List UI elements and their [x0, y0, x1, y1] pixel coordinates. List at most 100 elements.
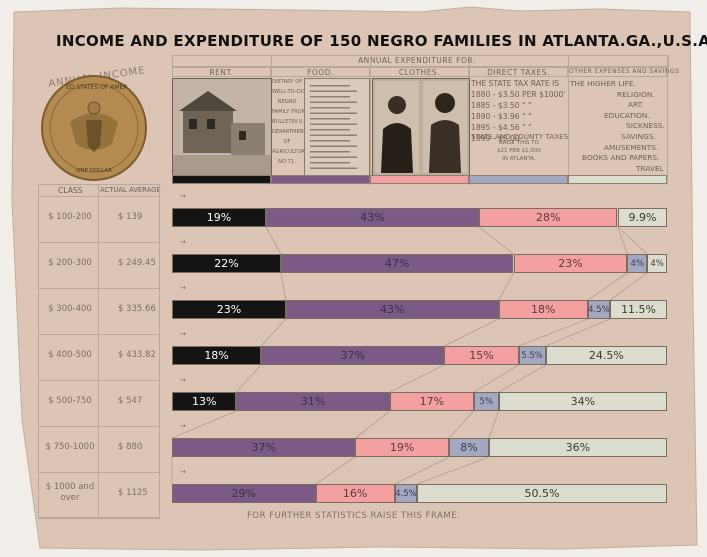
average-income-label: $ 433.82: [118, 350, 156, 360]
bar-segment: 4%: [627, 254, 648, 273]
bar-value-label: 18%: [531, 303, 556, 316]
column-header-cell: DIRECT TAXES.: [469, 66, 568, 77]
column-header-cell: OTHER EXPENSES AND SAVINGS: [568, 66, 680, 77]
average-income-label: $ 335.66: [118, 304, 156, 314]
document-text-line: [310, 140, 350, 142]
average-income-label: $ 249.45: [118, 258, 156, 268]
class-range-label: $ 100-200: [48, 212, 92, 222]
key-swatch-rent: [172, 175, 271, 184]
bar-value-label: 11.5%: [621, 303, 657, 316]
other-expense-line: RELIGION.: [617, 89, 655, 99]
bar-value-label: 9.9%: [628, 211, 657, 224]
column-header-label: DIRECT TAXES.: [487, 68, 550, 77]
bar-value-label: 31%: [300, 395, 326, 408]
connector-line: [518, 318, 588, 347]
class-table-rule: [38, 380, 160, 381]
bar-value-label: 8%: [460, 441, 478, 454]
class-range-label: $ 500-750: [48, 396, 92, 406]
average-income-label: $ 1125: [118, 488, 148, 498]
bar-value-label: 17%: [419, 395, 445, 408]
connector-lines: [171, 226, 648, 485]
connector-line: [478, 226, 514, 255]
column-header-label: RENT.: [209, 68, 234, 77]
bar-segment: 8%: [449, 438, 489, 457]
bar-value-label: 37%: [251, 441, 276, 454]
other-expense-line: BOOKS AND PAPERS.: [582, 153, 660, 163]
document-text-line: [310, 156, 357, 158]
rent-house-photo: [172, 78, 272, 176]
bar-value-label: 4.5%: [395, 488, 417, 499]
class-table-rule: [38, 472, 160, 473]
bar-value-label: 36%: [565, 441, 591, 454]
connector-line: [617, 226, 648, 255]
connector-line: [488, 410, 500, 439]
connector-line: [498, 364, 546, 393]
class-range-label: $ 1000 and over: [45, 482, 95, 503]
tax-sub-line: $21 PER $1,000: [497, 148, 541, 154]
connector-line: [444, 318, 499, 347]
bar-segment: 19%: [355, 438, 450, 457]
document-text-line: [310, 151, 350, 153]
bar-value-label: 19%: [206, 211, 232, 224]
key-swatch-taxes: [469, 175, 568, 184]
column-header-label: OTHER EXPENSES AND SAVINGS: [569, 68, 680, 75]
bar-value-label: 50.5%: [524, 487, 560, 500]
tax-rate-line: 1895 - $4.56 " ": [471, 123, 532, 132]
food-document: [304, 78, 370, 176]
class-table-frame: [38, 184, 160, 518]
row-arrow-icon: →: [180, 422, 186, 430]
chart-title: INCOME AND EXPENDITURE OF 150 NEGRO FAMI…: [56, 32, 707, 50]
bar-value-label: 23%: [558, 257, 583, 270]
food-note-line: WELL-TO-DO: [272, 89, 305, 95]
food-note-line: OF: [283, 139, 291, 145]
row-arrow-icon: →: [180, 238, 186, 246]
column-header-cell: FOOD.: [271, 66, 370, 77]
document-text-line: [310, 134, 357, 136]
bar-value-label: 34%: [570, 395, 596, 408]
connector-line: [260, 318, 287, 347]
bar-segment: 37%: [172, 438, 356, 457]
bar-value-label: 16%: [342, 487, 368, 500]
bar-value-label: 4.5%: [588, 304, 610, 315]
bar-value-label: 28%: [535, 211, 561, 224]
bar-segment: 18%: [172, 346, 262, 365]
bar-value-label: 19%: [389, 441, 415, 454]
bar-segment: 36%: [488, 438, 667, 457]
column-divider: [667, 55, 668, 185]
seal-ring-bottom: ONE DOLLAR: [76, 168, 113, 174]
footer-note: FOR FURTHER STATISTICS RAISE THIS FRAME.: [247, 511, 461, 521]
row-arrow-icon: →: [180, 284, 186, 292]
bar-segment: 5%: [473, 392, 499, 411]
average-column-header: ACTUAL AVERAGE: [100, 186, 161, 194]
document-text-line: [310, 101, 357, 103]
document-text-line: [310, 112, 357, 114]
other-expense-line: SICKNESS.: [626, 121, 665, 131]
tax-rate-line: 1880 - $3.50 PER $1000': [471, 90, 566, 99]
bar-segment: 4.5%: [394, 484, 418, 503]
connector-line: [315, 456, 356, 485]
other-expense-line: AMUSEMENTS.: [604, 142, 659, 152]
connector-line: [498, 272, 514, 301]
connector-line: [609, 272, 648, 301]
column-divider: [370, 55, 371, 185]
other-expense-line: EDUCATION.: [604, 110, 650, 120]
average-income-label: $ 139: [118, 212, 143, 222]
average-income-label: $ 547: [118, 396, 143, 406]
bar-value-label: 43%: [380, 303, 405, 316]
row-arrow-icon: →: [180, 330, 186, 338]
bar-segment: 37%: [261, 346, 445, 365]
seal-ring-top: ED STATES OF AMER: [66, 84, 128, 91]
food-note-line: NEGRO: [277, 99, 297, 105]
class-column-header: CLASS: [58, 186, 83, 195]
food-note-line: NO 71.: [278, 159, 296, 165]
key-swatch-food: [271, 175, 370, 184]
key-swatch-other: [568, 175, 667, 184]
column-divider: [568, 55, 569, 185]
other-expense-line: ART.: [628, 100, 644, 110]
average-income-label: $ 880: [118, 442, 143, 452]
food-note-line: BULLETIN U.S.: [272, 119, 310, 125]
bar-segment: 15%: [444, 346, 519, 365]
food-note-line: AGRICULTURE: [272, 149, 309, 155]
row-arrow-icon: →: [180, 468, 186, 476]
bar-value-label: 43%: [360, 211, 385, 224]
